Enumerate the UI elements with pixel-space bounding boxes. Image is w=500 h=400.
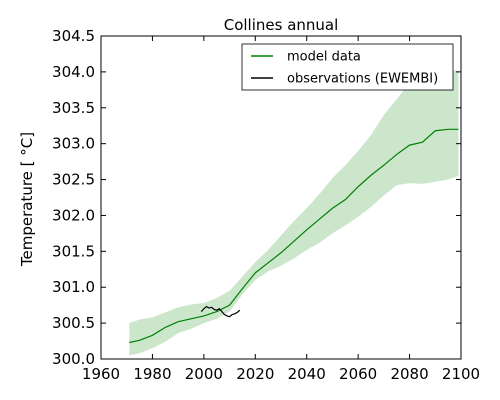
y-tick-label: 303.5 — [52, 99, 95, 117]
x-tick-label: 2080 — [390, 365, 428, 383]
legend: model data observations (EWEMBI) — [241, 43, 454, 91]
y-tick-label: 302.5 — [52, 171, 95, 189]
x-tick-label: 2000 — [185, 365, 223, 383]
plot-frame — [100, 35, 462, 360]
x-tick-label: 1960 — [82, 365, 120, 383]
model-data-line — [129, 128, 459, 344]
y-tick-label: 301.0 — [52, 278, 95, 296]
legend-label: observations (EWEMBI) — [287, 72, 438, 87]
y-tick-label: 300.5 — [52, 314, 95, 332]
x-tick-label: 2100 — [442, 365, 480, 383]
observations-line — [200, 305, 241, 318]
y-axis-label: Temperature [ °C] — [18, 132, 36, 267]
legend-box — [241, 43, 454, 91]
legend-label: model data — [287, 50, 361, 65]
x-tick-label: 2060 — [339, 365, 377, 383]
x-tick-label: 2020 — [236, 365, 274, 383]
model-data-range-band — [129, 70, 459, 356]
x-axis: 1960 1980 2000 2020 2040 2060 2080 2100 — [82, 36, 480, 383]
y-axis: 300.0 300.5 301.0 301.5 302.0 302.5 303.0 303.5… — [52, 27, 461, 368]
y-tick-label: 304.0 — [52, 63, 95, 81]
x-tick-label: 2040 — [288, 365, 326, 383]
y-tick-label: 301.5 — [52, 242, 95, 260]
y-tick-label: 302.0 — [52, 206, 95, 224]
chart-title: Collines annual — [224, 16, 339, 34]
plot-area — [129, 70, 459, 356]
y-tick-label: 300.0 — [52, 350, 95, 368]
y-tick-label: 303.0 — [52, 135, 95, 153]
y-tick-label: 304.5 — [52, 27, 95, 45]
x-tick-label: 1980 — [133, 365, 171, 383]
